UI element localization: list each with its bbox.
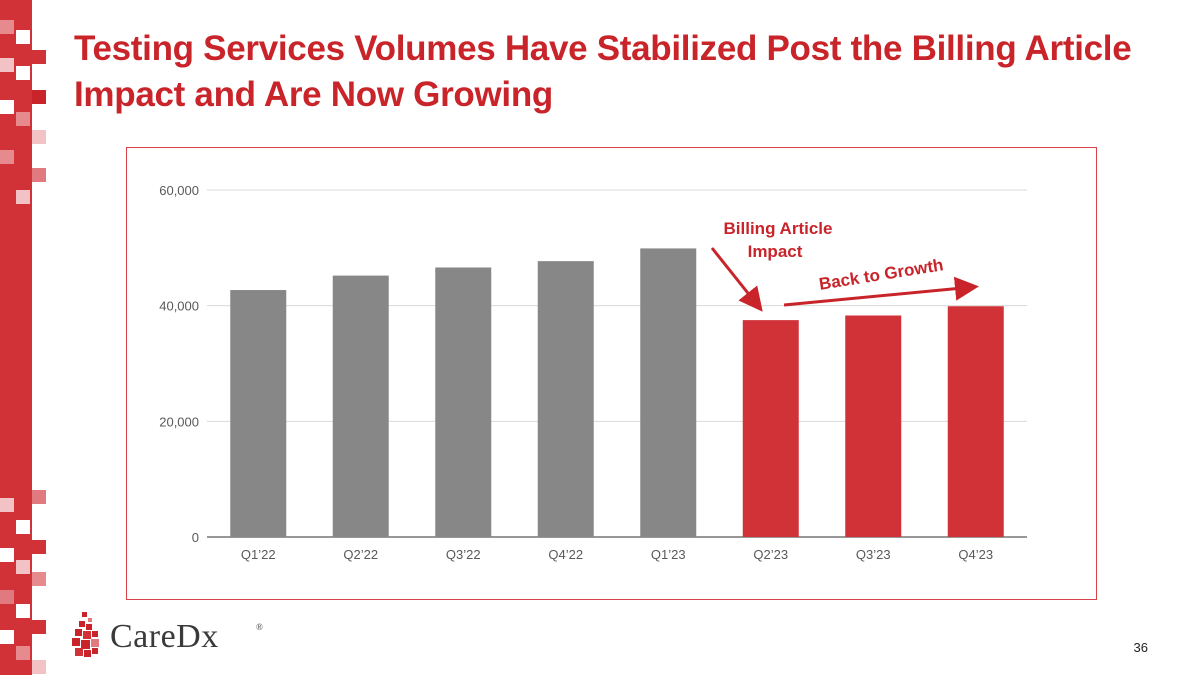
slide-title-line-2: Impact and Are Now Growing xyxy=(74,75,554,114)
x-tick-label: Q4’23 xyxy=(958,547,993,562)
annotations: Billing Article Impact Back to Growth xyxy=(710,219,979,312)
x-tick-label: Q4’22 xyxy=(548,547,583,562)
volume-bar-chart: 0 20,000 40,000 60,000 Q1’22 Q2’22 Q3’22 Q4’22 Q… xyxy=(159,183,1027,562)
page-number: 36 xyxy=(1133,640,1148,655)
x-tick-label: Q3’22 xyxy=(446,547,481,562)
bar xyxy=(640,248,697,537)
y-tick-label: 40,000 xyxy=(159,299,199,314)
bars xyxy=(230,248,1004,537)
y-tick-label: 0 xyxy=(192,530,199,545)
bar xyxy=(435,267,492,537)
bar xyxy=(947,306,1004,537)
caredx-logo: CareDx ® xyxy=(70,610,290,662)
y-tick-label: 60,000 xyxy=(159,183,199,198)
annotation-billing-article: Billing Article xyxy=(724,219,833,238)
slide-title-line-1: Testing Services Volumes Have Stabilized… xyxy=(74,29,1132,68)
bar xyxy=(332,275,389,537)
gridlines xyxy=(207,189,1027,538)
impact-arrow xyxy=(710,247,763,312)
registered-mark: ® xyxy=(256,622,263,632)
bar xyxy=(230,290,287,537)
x-tick-label: Q3’23 xyxy=(856,547,891,562)
chart-frame: 0 20,000 40,000 60,000 Q1’22 Q2’22 Q3’22 Q4’22 Q… xyxy=(126,147,1097,600)
x-tick-label: Q1’23 xyxy=(651,547,686,562)
x-tick-label: Q1’22 xyxy=(241,547,276,562)
growth-arrow xyxy=(783,276,979,307)
side-pattern-strip xyxy=(0,0,46,675)
caredx-droplet-icon xyxy=(72,612,99,657)
annotation-back-to-growth: Back to Growth xyxy=(818,255,945,293)
annotation-impact: Impact xyxy=(748,242,803,261)
logo-wordmark: CareDx xyxy=(110,618,219,655)
bar xyxy=(537,261,594,537)
x-tick-label: Q2’22 xyxy=(343,547,378,562)
bar xyxy=(742,320,799,537)
tick-labels: 0 20,000 40,000 60,000 Q1’22 Q2’22 Q3’22 Q4’22 Q… xyxy=(159,183,993,562)
bar xyxy=(845,315,902,537)
slide-title: Testing Services Volumes Have Stabilized… xyxy=(74,26,1174,118)
x-tick-label: Q2’23 xyxy=(753,547,788,562)
y-tick-label: 20,000 xyxy=(159,414,199,429)
